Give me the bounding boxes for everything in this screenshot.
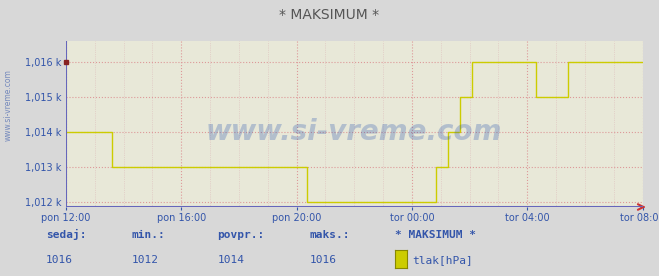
Text: 1016: 1016 xyxy=(46,255,73,265)
Text: * MAKSIMUM *: * MAKSIMUM * xyxy=(279,8,380,22)
Text: povpr.:: povpr.: xyxy=(217,230,265,240)
Text: tlak[hPa]: tlak[hPa] xyxy=(412,255,473,265)
Text: * MAKSIMUM *: * MAKSIMUM * xyxy=(395,230,476,240)
Text: maks.:: maks.: xyxy=(310,230,350,240)
Text: sedaj:: sedaj: xyxy=(46,229,86,240)
Text: min.:: min.: xyxy=(132,230,165,240)
Text: www.si-vreme.com: www.si-vreme.com xyxy=(3,69,13,141)
Text: www.si-vreme.com: www.si-vreme.com xyxy=(206,118,502,147)
Text: 1012: 1012 xyxy=(132,255,159,265)
Text: 1016: 1016 xyxy=(310,255,337,265)
Text: 1014: 1014 xyxy=(217,255,244,265)
